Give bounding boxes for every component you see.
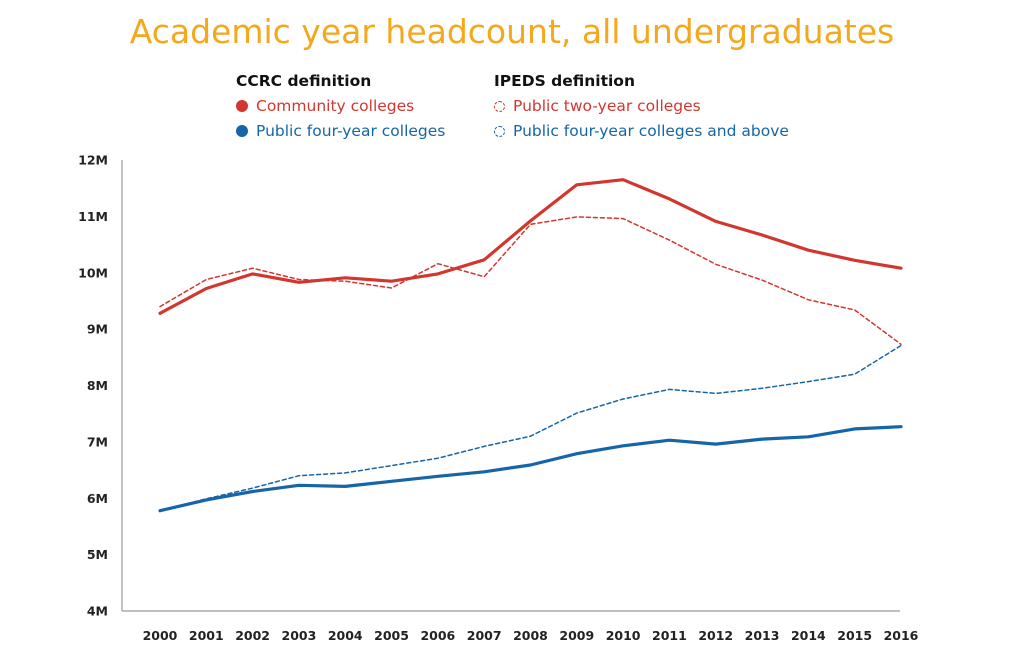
- y-tick-label: 4M: [87, 604, 108, 619]
- x-tick-label: 2011: [652, 628, 687, 643]
- x-tick-label: 2002: [235, 628, 270, 643]
- legend-label: Public four-year colleges: [256, 122, 446, 140]
- legend-label: Community colleges: [256, 97, 415, 115]
- y-tick-label: 6M: [87, 491, 108, 506]
- legend-heading-ccrc: CCRC definition: [236, 72, 372, 90]
- y-tick-label: 5M: [87, 547, 108, 562]
- x-tick-label: 2006: [420, 628, 455, 643]
- series-line-public-four-year-colleges: [158, 425, 903, 513]
- legend-item-community-colleges: Community colleges: [236, 97, 445, 115]
- solid-blue-dot-icon: [236, 125, 248, 137]
- x-tick-label: 2010: [606, 628, 641, 643]
- y-tick-label: 8M: [87, 378, 108, 393]
- legend-ccrc: CCRC definition Community colleges Publi…: [236, 72, 445, 140]
- dashed-blue-circle-icon: [494, 125, 505, 137]
- dashed-red-circle-icon: [494, 100, 505, 112]
- legend-ipeds: IPEDS definition Public two-year college…: [494, 72, 789, 140]
- y-tick-label: 12M: [78, 153, 108, 168]
- series-line-public-four-year-colleges-and-above: [159, 344, 902, 512]
- x-tick-label: 2009: [559, 628, 594, 643]
- chart-title: Academic year headcount, all undergradua…: [129, 12, 895, 51]
- legend-item-public-two-year: Public two-year colleges: [494, 97, 789, 115]
- x-tick-label: 2003: [282, 628, 317, 643]
- x-tick-label: 2007: [467, 628, 502, 643]
- x-tick-label: 2004: [328, 628, 363, 643]
- x-tick-label: 2015: [837, 628, 872, 643]
- y-tick-label: 7M: [87, 434, 108, 449]
- y-tick-label: 11M: [78, 209, 108, 224]
- x-tick-label: 2012: [698, 628, 733, 643]
- x-tick-label: 2013: [745, 628, 780, 643]
- x-tick-label: 2008: [513, 628, 548, 643]
- y-tick-label: 10M: [78, 265, 108, 280]
- x-tick-label: 2005: [374, 628, 409, 643]
- legend-label: Public four-year colleges and above: [513, 122, 789, 140]
- x-tick-label: 2000: [143, 628, 178, 643]
- legend-label: Public two-year colleges: [513, 97, 701, 115]
- legend-heading-ipeds: IPEDS definition: [494, 72, 635, 90]
- x-tick-label: 2001: [189, 628, 224, 643]
- y-tick-label: 9M: [87, 322, 108, 337]
- x-tick-label: 2016: [884, 628, 919, 643]
- series-line-community-colleges: [158, 178, 903, 315]
- legend-item-public-four-year-above: Public four-year colleges and above: [494, 122, 789, 140]
- series-line-public-two-year-colleges: [159, 216, 902, 346]
- x-tick-label: 2014: [791, 628, 826, 643]
- legend-item-public-four-year: Public four-year colleges: [236, 122, 445, 140]
- solid-red-dot-icon: [236, 100, 248, 112]
